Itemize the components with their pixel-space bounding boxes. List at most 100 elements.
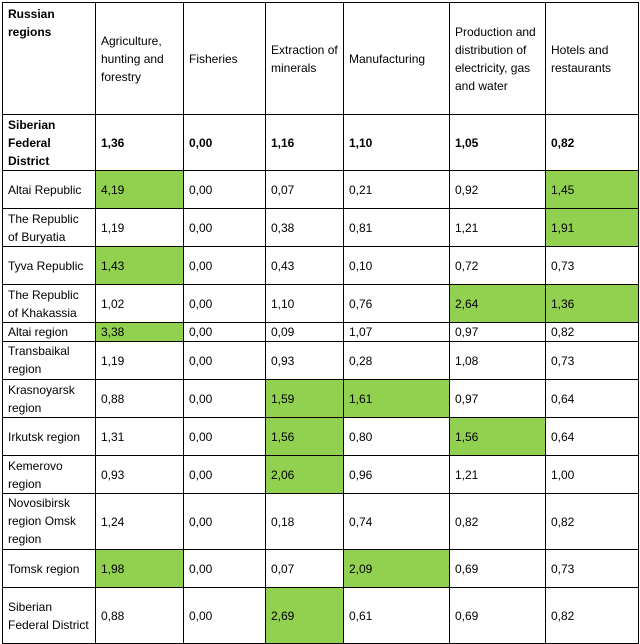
value-cell-agriculture: 1,36 — [95, 114, 184, 171]
value-cell-extraction: 0,07 — [265, 549, 344, 588]
value-cell-fisheries: 0,00 — [183, 455, 266, 494]
value-cell-agriculture: 1,19 — [95, 208, 184, 247]
header-row: Russian regions Agriculture, hunting and… — [2, 2, 639, 115]
header-cell-manufacturing: Manufacturing — [343, 2, 450, 115]
header-cell-hotels: Hotels and restaurants — [545, 2, 639, 115]
value-cell-extraction: 0,07 — [265, 170, 344, 209]
value-cell-fisheries: 0,00 — [183, 284, 266, 323]
region-cell: Altai Republic — [2, 170, 96, 209]
table-row: The Republic of Khakassia 1,02 0,00 1,10 0,7… — [2, 284, 639, 323]
value-cell-fisheries: 0,00 — [183, 322, 266, 342]
value-cell-utilities: 0,72 — [449, 246, 546, 285]
value-cell-fisheries: 0,00 — [183, 170, 266, 209]
value-cell-extraction: 0,38 — [265, 208, 344, 247]
header-cell-region: Russian regions — [2, 2, 96, 115]
region-cell: The Republic of Khakassia — [2, 284, 96, 323]
value-cell-hotels: 1,36 — [545, 284, 639, 323]
table-row: Transbaikal region 1,19 0,00 0,93 0,28 1,08 0,… — [2, 341, 639, 380]
value-cell-agriculture: 1,43 — [95, 246, 184, 285]
table-row: Siberian Federal District 1,36 0,00 1,16 1,1… — [2, 114, 639, 171]
value-cell-agriculture: 0,88 — [95, 379, 184, 418]
region-cell: Siberian Federal District — [2, 587, 96, 644]
value-cell-hotels: 1,91 — [545, 208, 639, 247]
value-cell-agriculture: 1,02 — [95, 284, 184, 323]
value-cell-manufacturing: 1,10 — [343, 114, 450, 171]
value-cell-manufacturing: 1,07 — [343, 322, 450, 342]
value-cell-hotels: 0,82 — [545, 322, 639, 342]
value-cell-utilities: 1,21 — [449, 455, 546, 494]
value-cell-hotels: 0,64 — [545, 417, 639, 456]
value-cell-manufacturing: 0,76 — [343, 284, 450, 323]
region-cell: Kemerovo region — [2, 455, 96, 494]
table-row: Krasnoyarsk region 0,88 0,00 1,59 1,61 0,97 0,… — [2, 379, 639, 418]
value-cell-fisheries: 0,00 — [183, 114, 266, 171]
value-cell-hotels: 0,82 — [545, 493, 639, 550]
value-cell-manufacturing: 0,96 — [343, 455, 450, 494]
value-cell-extraction: 1,56 — [265, 417, 344, 456]
value-cell-utilities: 2,64 — [449, 284, 546, 323]
value-cell-extraction: 0,18 — [265, 493, 344, 550]
value-cell-extraction: 2,69 — [265, 587, 344, 644]
value-cell-utilities: 0,82 — [449, 493, 546, 550]
value-cell-agriculture: 4,19 — [95, 170, 184, 209]
value-cell-agriculture: 1,31 — [95, 417, 184, 456]
value-cell-fisheries: 0,00 — [183, 549, 266, 588]
region-cell: Tomsk region — [2, 549, 96, 588]
table-row: Kemerovo region 0,93 0,00 2,06 0,96 1,21 1,00 — [2, 455, 639, 494]
value-cell-hotels: 0,73 — [545, 549, 639, 588]
value-cell-hotels: 0,73 — [545, 246, 639, 285]
value-cell-utilities: 1,56 — [449, 417, 546, 456]
value-cell-utilities: 1,21 — [449, 208, 546, 247]
value-cell-fisheries: 0,00 — [183, 379, 266, 418]
value-cell-utilities: 1,08 — [449, 341, 546, 380]
value-cell-manufacturing: 0,74 — [343, 493, 450, 550]
region-cell: Siberian Federal District — [2, 114, 96, 171]
value-cell-hotels: 0,82 — [545, 587, 639, 644]
value-cell-fisheries: 0,00 — [183, 493, 266, 550]
value-cell-manufacturing: 0,10 — [343, 246, 450, 285]
value-cell-manufacturing: 0,81 — [343, 208, 450, 247]
value-cell-fisheries: 0,00 — [183, 341, 266, 380]
region-cell: Novosibirsk region Omsk region — [2, 493, 96, 550]
table-row: Altai Republic 4,19 0,00 0,07 0,21 0,92 1,45 — [2, 170, 639, 209]
region-cell: Altai region — [2, 322, 96, 342]
value-cell-utilities: 0,69 — [449, 587, 546, 644]
header-cell-agriculture: Agriculture, hunting and forestry — [95, 2, 184, 115]
header-cell-utilities: Production and distribution of electrici… — [449, 2, 546, 115]
value-cell-extraction: 0,09 — [265, 322, 344, 342]
value-cell-fisheries: 0,00 — [183, 417, 266, 456]
value-cell-manufacturing: 0,80 — [343, 417, 450, 456]
region-cell: Tyva Republic — [2, 246, 96, 285]
value-cell-hotels: 0,64 — [545, 379, 639, 418]
value-cell-hotels: 1,45 — [545, 170, 639, 209]
value-cell-utilities: 0,92 — [449, 170, 546, 209]
value-cell-extraction: 2,06 — [265, 455, 344, 494]
table-row: Tomsk region 1,98 0,00 0,07 2,09 0,69 0,73 — [2, 549, 639, 588]
value-cell-hotels: 1,00 — [545, 455, 639, 494]
value-cell-agriculture: 1,98 — [95, 549, 184, 588]
value-cell-manufacturing: 1,61 — [343, 379, 450, 418]
value-cell-manufacturing: 2,09 — [343, 549, 450, 588]
value-cell-agriculture: 0,88 — [95, 587, 184, 644]
table-body: Siberian Federal District 1,36 0,00 1,16 1,1… — [2, 114, 639, 644]
value-cell-utilities: 0,69 — [449, 549, 546, 588]
value-cell-fisheries: 0,00 — [183, 587, 266, 644]
table-row: Siberian Federal District 0,88 0,00 2,69 0,6… — [2, 587, 639, 644]
table-row: Altai region 3,38 0,00 0,09 1,07 0,97 0,82 — [2, 322, 639, 342]
value-cell-hotels: 0,73 — [545, 341, 639, 380]
value-cell-extraction: 1,59 — [265, 379, 344, 418]
value-cell-utilities: 0,97 — [449, 379, 546, 418]
table-row: Novosibirsk region Omsk region 1,24 0,00 0,… — [2, 493, 639, 550]
value-cell-agriculture: 3,38 — [95, 322, 184, 342]
value-cell-fisheries: 0,00 — [183, 246, 266, 285]
value-cell-agriculture: 0,93 — [95, 455, 184, 494]
region-cell: Irkutsk region — [2, 417, 96, 456]
value-cell-agriculture: 1,24 — [95, 493, 184, 550]
value-cell-manufacturing: 0,28 — [343, 341, 450, 380]
value-cell-manufacturing: 0,21 — [343, 170, 450, 209]
value-cell-utilities: 0,97 — [449, 322, 546, 342]
table-row: Irkutsk region 1,31 0,00 1,56 0,80 1,56 0,64 — [2, 417, 639, 456]
table-row: The Republic of Buryatia 1,19 0,00 0,38 0,81… — [2, 208, 639, 247]
value-cell-extraction: 0,43 — [265, 246, 344, 285]
